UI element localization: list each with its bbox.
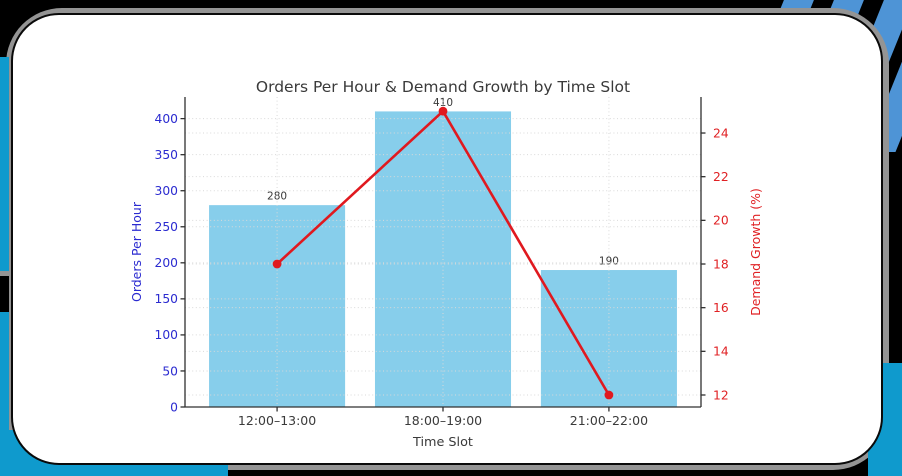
left-axis-label: Orders Per Hour xyxy=(129,201,144,302)
right-tick-label: 24 xyxy=(713,126,729,140)
left-tick-label: 400 xyxy=(155,112,178,126)
left-tick-label: 250 xyxy=(155,220,178,234)
x-tick-label: 21:00–22:00 xyxy=(570,413,648,428)
x-tick-label: 18:00–19:00 xyxy=(404,413,482,428)
right-tick-label: 12 xyxy=(713,388,729,402)
line-series xyxy=(272,106,614,400)
cyan-bar-notch xyxy=(0,271,9,312)
axes: 0 50 100 150 200 250 300 350 400 12 14 16 18 20 22 24 12… xyxy=(155,97,729,428)
bar-value-label: 280 xyxy=(267,191,287,203)
x-axis-label: Time Slot xyxy=(412,435,473,450)
left-tick-label: 50 xyxy=(162,364,178,378)
gridlines xyxy=(185,97,701,408)
left-tick-label: 150 xyxy=(155,292,178,306)
right-tick-label: 16 xyxy=(713,301,729,315)
bar-value-label: 190 xyxy=(599,256,619,268)
left-tick-label: 300 xyxy=(155,184,178,198)
chart-title: Orders Per Hour & Demand Growth by Time … xyxy=(256,78,630,96)
left-tick-label: 350 xyxy=(155,148,178,162)
right-tick-label: 20 xyxy=(713,214,729,228)
orders-demand-chart: 280 410 190 0 50 100 150 200 250 300 350 400 12 14 16… xyxy=(129,78,763,450)
right-axis-label: Demand Growth (%) xyxy=(748,188,763,316)
cyan-left-bar-lower xyxy=(0,312,9,476)
right-tick-label: 22 xyxy=(713,170,729,184)
bar-value-label: 410 xyxy=(433,97,453,109)
left-tick-label: 100 xyxy=(155,328,178,342)
right-tick-label: 18 xyxy=(713,257,729,271)
chart-card: 280 410 190 0 50 100 150 200 250 300 350 400 12 14 16… xyxy=(11,13,883,465)
left-tick-label: 0 xyxy=(170,400,178,414)
right-tick-label: 14 xyxy=(713,345,729,359)
x-tick-label: 12:00–13:00 xyxy=(238,413,316,428)
cyan-left-bar xyxy=(0,57,9,271)
left-tick-label: 200 xyxy=(155,256,178,270)
